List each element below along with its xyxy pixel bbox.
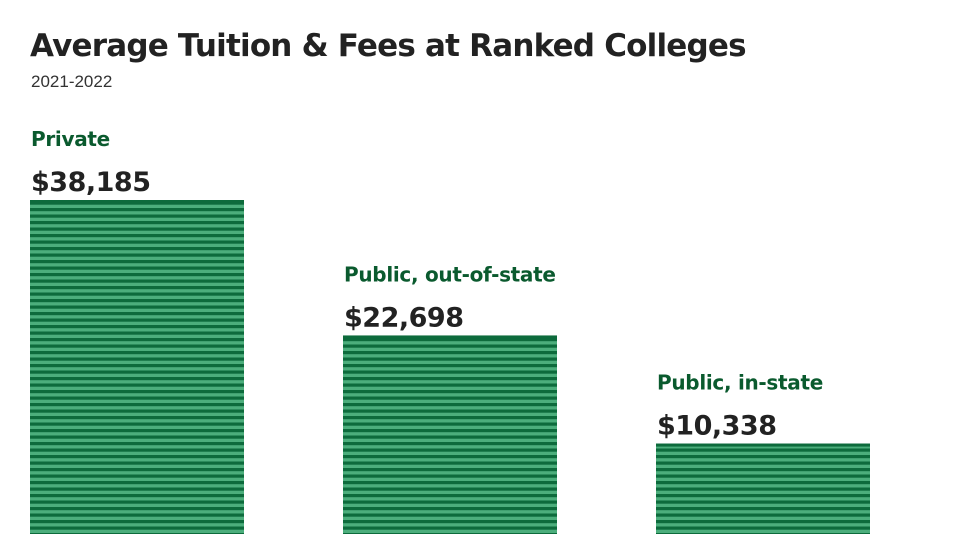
category-label-2: Public, in-state	[657, 371, 823, 395]
value-label-1: $22,698	[344, 302, 463, 333]
bar-1	[343, 335, 557, 534]
category-label-0: Private	[31, 127, 110, 151]
bar-2	[656, 443, 870, 534]
chart-subtitle: 2021-2022	[31, 72, 113, 91]
bar-top-edge-1	[343, 335, 557, 339]
labels-layer: $38,185 Private $22,698 Public, out-of-stat…	[31, 127, 823, 442]
bars-layer	[30, 200, 870, 534]
category-label-1: Public, out-of-state	[344, 262, 556, 286]
bar-top-edge-2	[656, 443, 870, 447]
value-label-2: $10,338	[657, 411, 776, 442]
value-label-0: $38,185	[31, 167, 150, 198]
chart-title: Average Tuition & Fees at Ranked College…	[30, 28, 747, 64]
bar-top-edge-0	[30, 200, 244, 203]
bar-0	[30, 200, 244, 534]
